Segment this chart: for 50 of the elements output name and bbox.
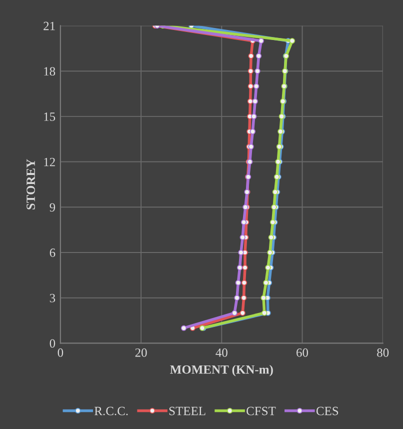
x-tick-label: 80: [377, 348, 389, 357]
y-tick-label: 3: [50, 294, 56, 302]
legend-label: R.C.C.: [94, 406, 128, 416]
point: [248, 68, 254, 74]
point: [258, 38, 264, 44]
point: [267, 250, 273, 256]
point: [238, 250, 244, 256]
legend-label: STEEL: [169, 406, 206, 416]
y-tick-label: 15: [44, 112, 56, 121]
point: [252, 98, 258, 104]
y-tick-label: 18: [44, 67, 56, 76]
point: [247, 98, 254, 104]
y-tick-label: 21: [44, 22, 55, 30]
point: [262, 310, 268, 316]
x-tick-label: 20: [135, 348, 147, 357]
point: [234, 295, 240, 301]
point: [289, 38, 296, 44]
x-tick-label: 40: [216, 348, 228, 357]
point: [248, 53, 254, 59]
point: [270, 219, 276, 226]
legend-label: CFST: [246, 406, 276, 416]
point: [263, 280, 269, 286]
y-tick-label: 6: [50, 248, 56, 257]
point: [236, 264, 243, 270]
point: [240, 219, 247, 226]
point: [253, 83, 260, 90]
point: [240, 234, 246, 240]
point: [251, 114, 257, 120]
point: [241, 280, 248, 286]
y-axis-title: STOREY: [26, 159, 35, 210]
point: [232, 310, 238, 316]
point: [268, 234, 274, 240]
y-tick-label: 9: [50, 203, 56, 212]
point: [260, 295, 266, 301]
x-tick-label: 0: [58, 348, 64, 357]
x-tick-label: 60: [296, 348, 308, 357]
point: [242, 264, 248, 270]
point: [240, 310, 246, 316]
x-axis-title: MOMENT (KN-m): [170, 364, 273, 376]
point: [265, 264, 271, 270]
point: [235, 280, 242, 286]
legend-label: CES: [316, 406, 338, 416]
point: [254, 68, 260, 74]
point: [248, 83, 254, 90]
y-tick-label: 0: [50, 339, 56, 348]
point: [180, 325, 187, 331]
point: [250, 128, 256, 134]
y-tick-label: 12: [44, 158, 55, 166]
point: [240, 295, 247, 301]
point: [256, 53, 262, 59]
